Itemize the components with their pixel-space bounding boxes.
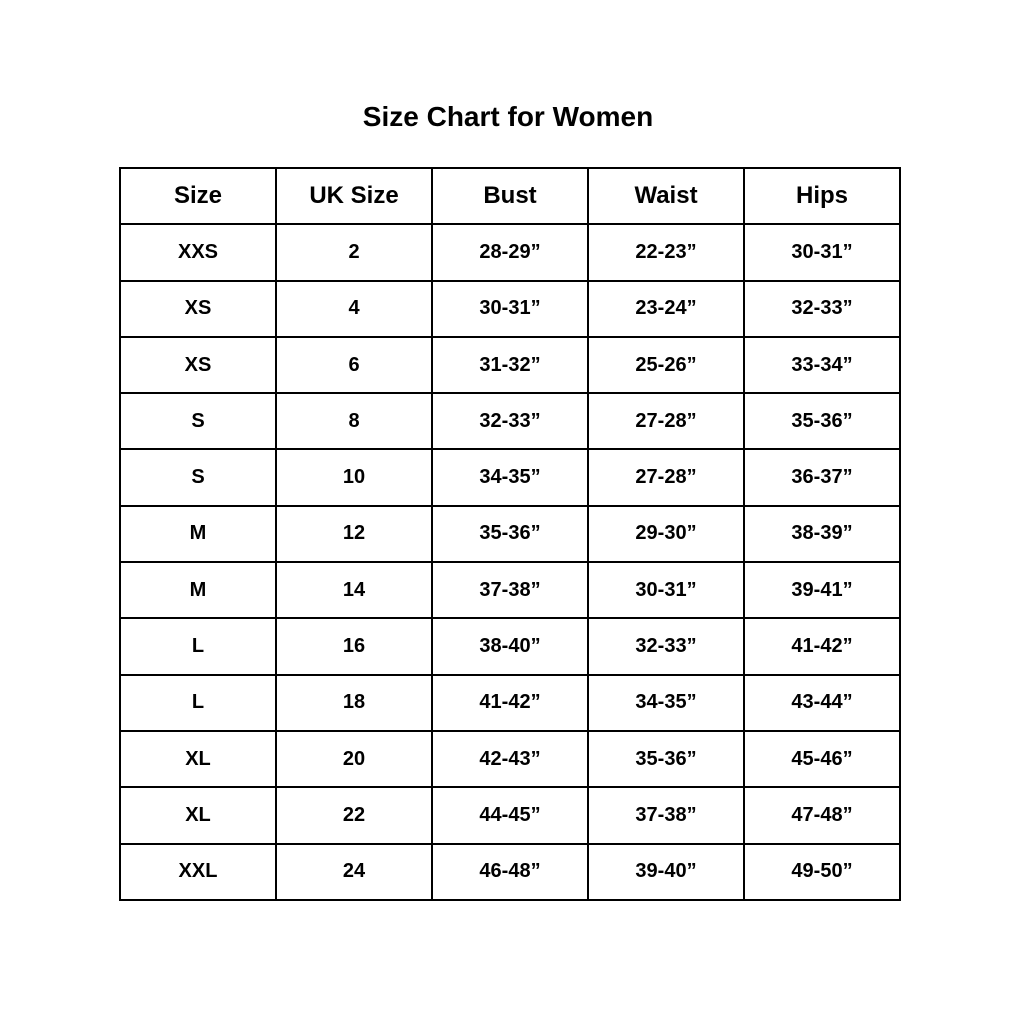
table-cell: L (119, 673, 277, 732)
table-cell: 41-42” (743, 617, 901, 676)
column-header: UK Size (275, 166, 433, 226)
table-cell: 35-36” (431, 504, 589, 564)
table-cell: XL (119, 729, 277, 789)
table-row: M 14 37-38” 30-31” 39-41” (119, 561, 901, 620)
table-header-row: Size UK Size Bust Waist Hips (119, 166, 901, 226)
table-cell: XS (119, 335, 277, 395)
table-cell: 4 (275, 279, 433, 338)
table-cell: 31-32” (431, 335, 589, 395)
table-cell: 45-46” (743, 729, 901, 789)
table-cell: 16 (275, 617, 433, 676)
table-cell: 32-33” (587, 617, 745, 676)
table-cell: 34-35” (587, 673, 745, 732)
table-cell: 6 (275, 335, 433, 395)
table-row: M 12 35-36” 29-30” 38-39” (119, 504, 901, 564)
table-cell: 2 (275, 223, 433, 282)
table-cell: 35-36” (587, 729, 745, 789)
table-row: L 16 38-40” 32-33” 41-42” (119, 617, 901, 676)
table-row: XS 4 30-31” 23-24” 32-33” (119, 279, 901, 338)
table-cell: 27-28” (587, 448, 745, 507)
table-cell: 32-33” (743, 279, 901, 338)
table-row: XS 6 31-32” 25-26” 33-34” (119, 335, 901, 395)
table-cell: 12 (275, 504, 433, 564)
table-cell: 24 (275, 842, 433, 901)
table-cell: 38-39” (743, 504, 901, 564)
table-cell: XXS (119, 223, 277, 282)
table-row: XXS 2 28-29” 22-23” 30-31” (119, 223, 901, 282)
table-row: S 10 34-35” 27-28” 36-37” (119, 448, 901, 507)
table-cell: 49-50” (743, 842, 901, 901)
table-cell: 43-44” (743, 673, 901, 732)
table-cell: 37-38” (587, 786, 745, 845)
column-header: Size (119, 166, 277, 226)
table-cell: XS (119, 279, 277, 338)
column-header: Hips (743, 166, 901, 226)
table-cell: 20 (275, 729, 433, 789)
table-cell: 22 (275, 786, 433, 845)
table-row: XXL 24 46-48” 39-40” 49-50” (119, 842, 901, 901)
table-cell: 37-38” (431, 561, 589, 620)
table-cell: XL (119, 786, 277, 845)
table-row: L 18 41-42” 34-35” 43-44” (119, 673, 901, 732)
table-cell: 38-40” (431, 617, 589, 676)
table-cell: 18 (275, 673, 433, 732)
table-cell: 10 (275, 448, 433, 507)
table-cell: 47-48” (743, 786, 901, 845)
table-cell: M (119, 504, 277, 564)
table-cell: 39-41” (743, 561, 901, 620)
table-cell: 25-26” (587, 335, 745, 395)
table-cell: 30-31” (743, 223, 901, 282)
table-cell: 32-33” (431, 392, 589, 451)
table-cell: 30-31” (431, 279, 589, 338)
table-cell: 28-29” (431, 223, 589, 282)
table-cell: 46-48” (431, 842, 589, 901)
table-body: XXS 2 28-29” 22-23” 30-31” XS 4 30-31” 23-24” 32-… (119, 223, 901, 901)
table-cell: 30-31” (587, 561, 745, 620)
table-row: S 8 32-33” 27-28” 35-36” (119, 392, 901, 451)
table-cell: 34-35” (431, 448, 589, 507)
table-cell: 33-34” (743, 335, 901, 395)
table-cell: S (119, 448, 277, 507)
table-cell: 29-30” (587, 504, 745, 564)
column-header: Waist (587, 166, 745, 226)
table-cell: 41-42” (431, 673, 589, 732)
table-cell: 22-23” (587, 223, 745, 282)
table-cell: XXL (119, 842, 277, 901)
table-cell: 35-36” (743, 392, 901, 451)
table-row: XL 22 44-45” 37-38” 47-48” (119, 786, 901, 845)
table-cell: 14 (275, 561, 433, 620)
table-cell: L (119, 617, 277, 676)
table-cell: 8 (275, 392, 433, 451)
table-row: XL 20 42-43” 35-36” 45-46” (119, 729, 901, 789)
column-header: Bust (431, 166, 589, 226)
table-cell: 23-24” (587, 279, 745, 338)
table-cell: 36-37” (743, 448, 901, 507)
table-cell: 39-40” (587, 842, 745, 901)
page-title: Size Chart for Women (362, 101, 654, 132)
size-chart-table: Size UK Size Bust Waist Hips XXS 2 28-29” 22-23… (119, 166, 901, 901)
table-cell: 42-43” (431, 729, 589, 789)
table-cell: 44-45” (431, 786, 589, 845)
table-cell: 27-28” (587, 392, 745, 451)
table-cell: M (119, 561, 277, 620)
table-cell: S (119, 392, 277, 451)
